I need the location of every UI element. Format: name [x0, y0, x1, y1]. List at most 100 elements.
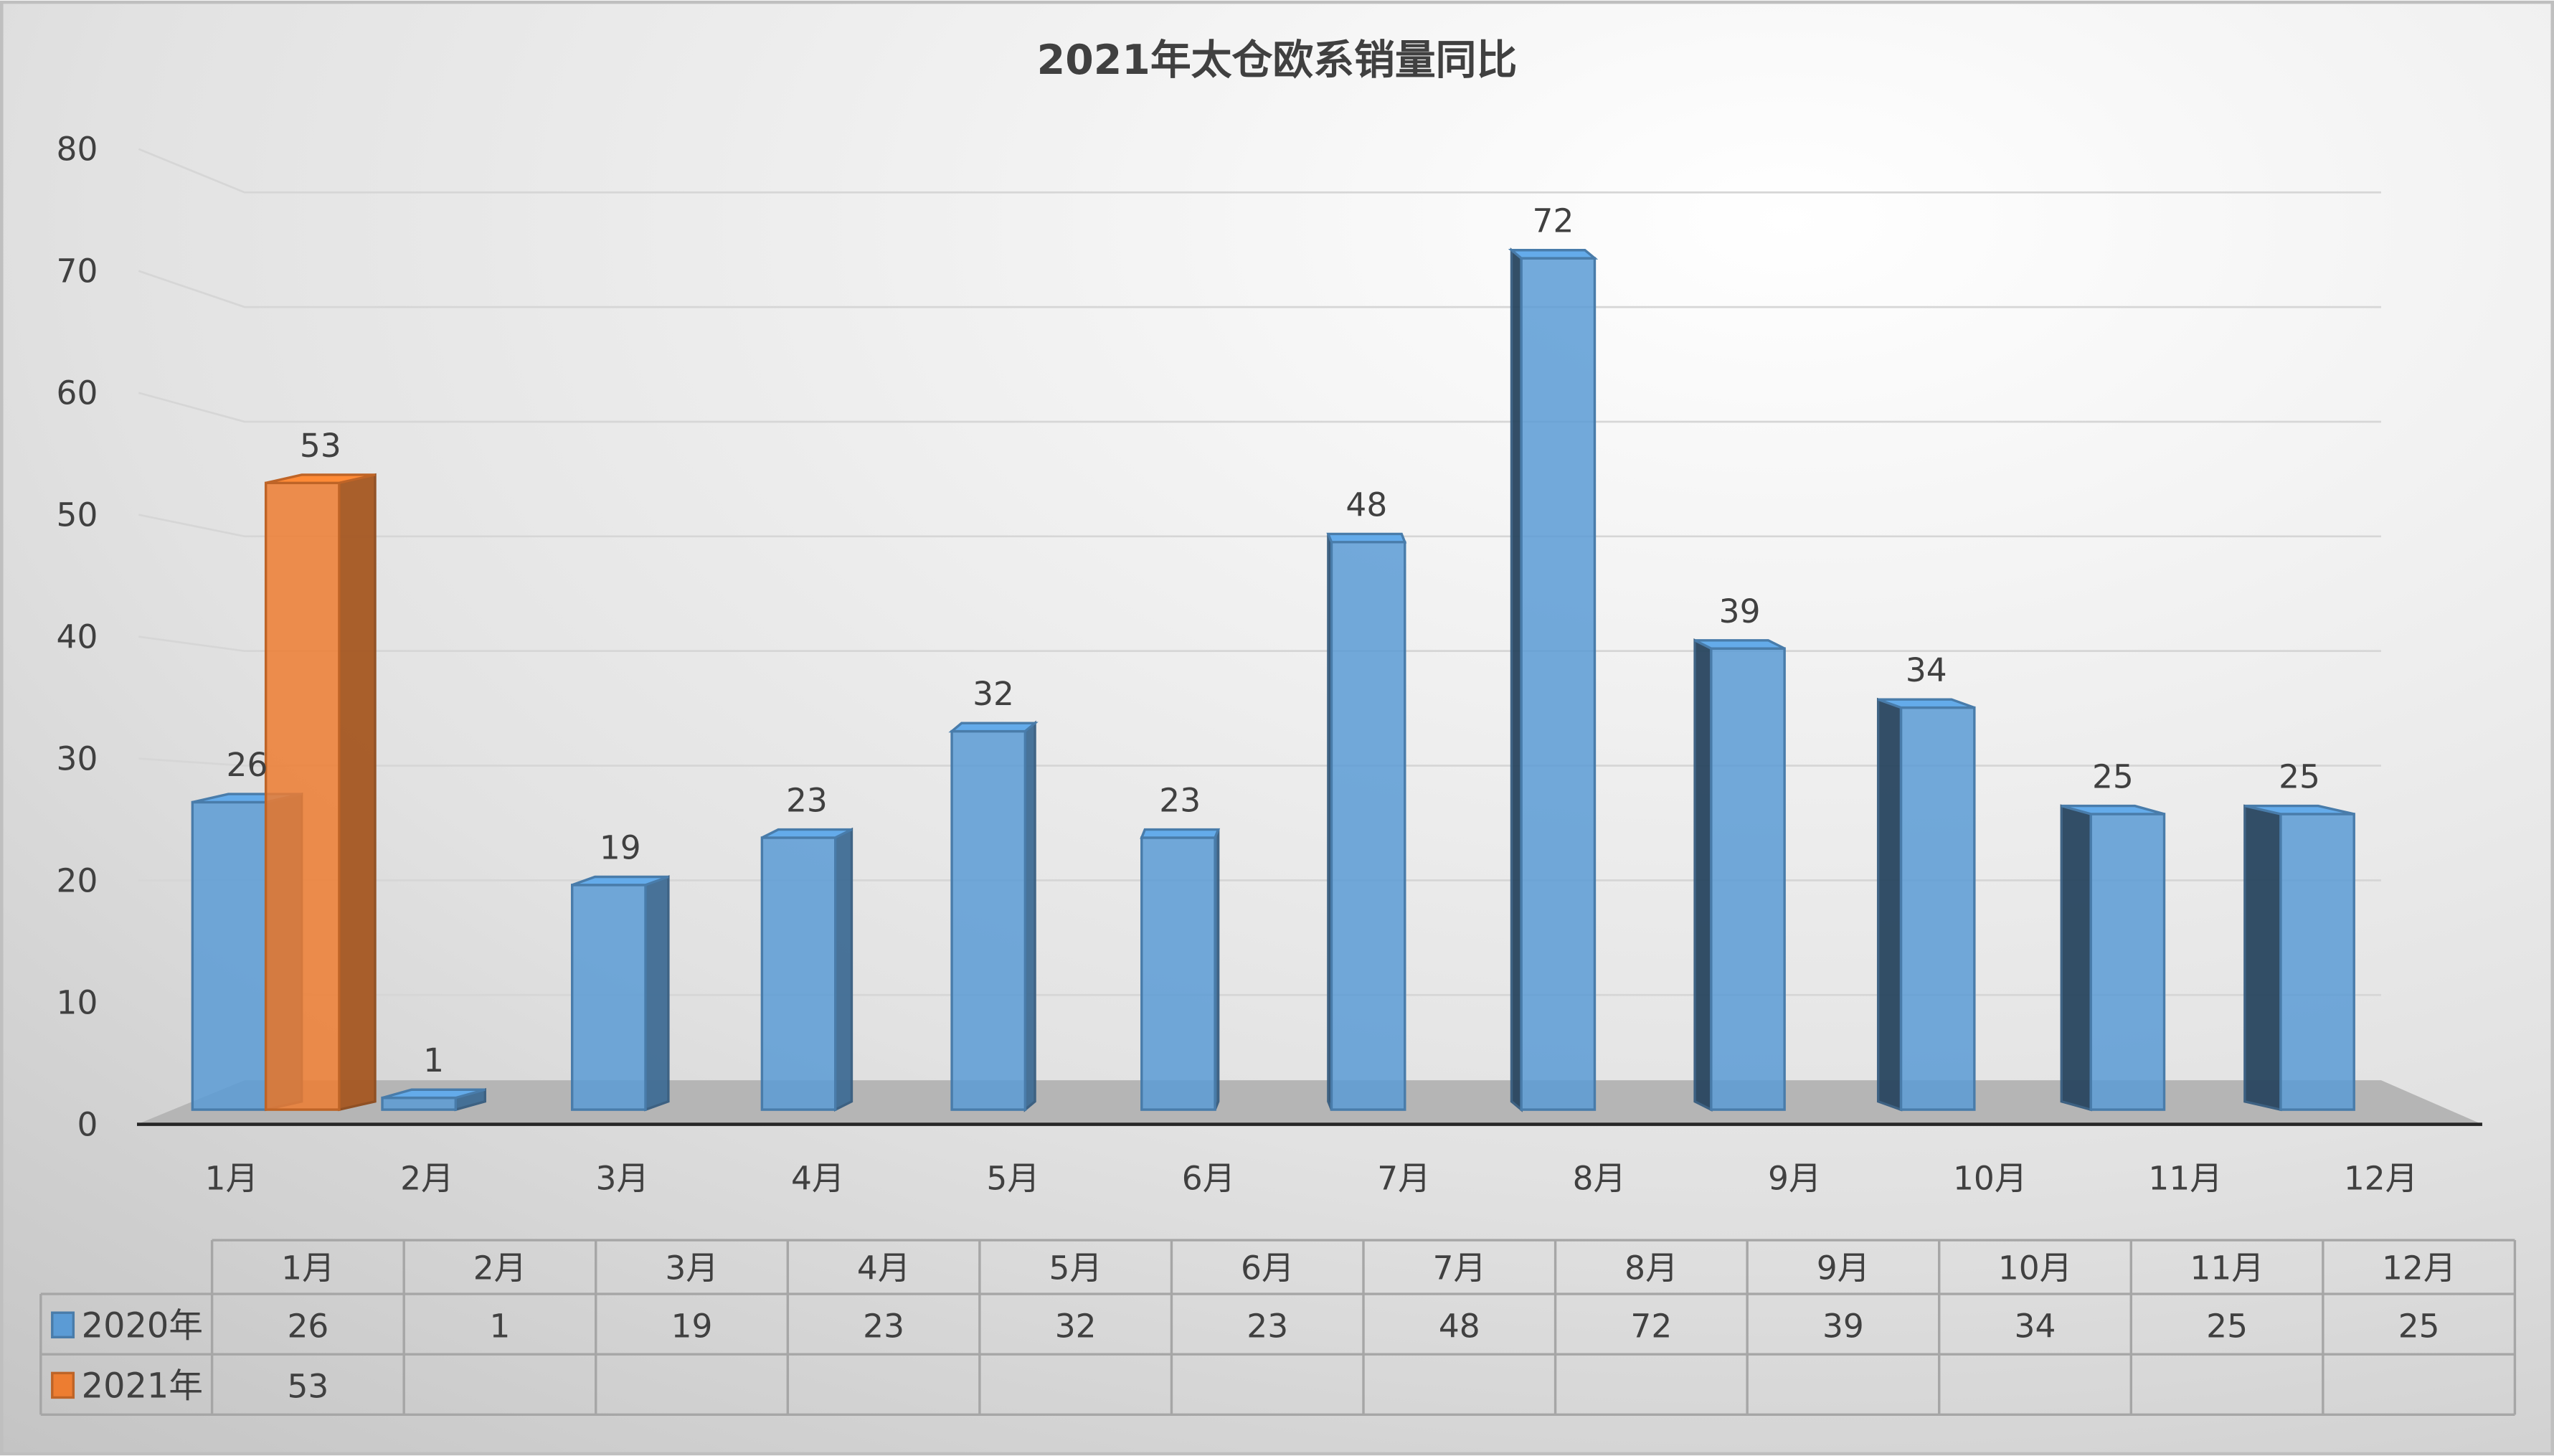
table-value-cell: 32	[1055, 1307, 1097, 1345]
legend-swatch	[51, 1311, 75, 1339]
chart-title: 2021年太仓欧系销量同比	[1037, 37, 1518, 84]
gridline	[138, 514, 2381, 538]
table-header-cell: 5月	[1049, 1249, 1102, 1287]
table-header-cell: 10月	[1998, 1249, 2072, 1287]
x-tick-label: 9月	[1768, 1160, 1821, 1198]
bar	[381, 1096, 458, 1111]
table-header-cell: 7月	[1433, 1249, 1486, 1287]
bar	[264, 481, 341, 1111]
table-value-cell: 25	[2398, 1307, 2440, 1345]
bar	[2089, 813, 2166, 1111]
x-tick-label: 2月	[400, 1160, 453, 1198]
bar-side	[2243, 804, 2282, 1112]
bar-top	[572, 875, 669, 887]
bar	[2279, 813, 2355, 1111]
bar	[570, 884, 647, 1111]
y-tick-label: 10	[57, 984, 98, 1022]
table-header-cell: 1月	[281, 1249, 334, 1287]
table-value-cell: 53	[287, 1367, 328, 1405]
data-label: 26	[227, 746, 268, 784]
legend-swatch	[51, 1371, 75, 1399]
x-tick-label: 4月	[791, 1160, 844, 1198]
table-header-cell: 8月	[1624, 1249, 1678, 1287]
table-header-cell: 3月	[665, 1249, 718, 1287]
data-label: 25	[2279, 758, 2320, 796]
y-tick-label: 40	[57, 618, 98, 656]
x-tick-label: 6月	[1182, 1160, 1235, 1198]
data-label: 72	[1533, 202, 1574, 240]
x-tick-label: 3月	[596, 1160, 649, 1198]
bar-top	[382, 1088, 486, 1100]
y-axis: 0 10 20 30 40 50 60 70 80	[57, 131, 98, 1144]
data-label: 48	[1345, 486, 1387, 524]
bar-top	[2061, 804, 2165, 816]
x-tick-label: 1月	[205, 1160, 258, 1198]
x-tick-label: 12月	[2344, 1160, 2418, 1198]
legend-label: 2021年	[82, 1366, 203, 1406]
table-value-cell: 39	[1822, 1307, 1864, 1345]
data-table: 1月 2月 3月 4月 5月 6月 7月 8月 9月 10月 11月 12月 2020年 26 1 19 23 3…	[39, 1239, 2517, 1417]
x-axis: 1月 2月 3月 4月 5月 6月 7月 8月 9月 10月 11月 12月	[205, 1160, 2418, 1198]
table-value-cell: 26	[287, 1307, 328, 1345]
table-value-cell: 34	[2015, 1307, 2056, 1345]
y-tick-label: 70	[57, 252, 98, 290]
bar	[1899, 706, 1976, 1111]
bar	[1140, 836, 1216, 1111]
x-tick-label: 5月	[986, 1160, 1039, 1198]
data-label: 32	[973, 675, 1014, 713]
x-tick-label: 10月	[1953, 1160, 2027, 1198]
data-label: 1	[423, 1041, 444, 1079]
bar-side	[2060, 804, 2092, 1112]
legend-label: 2020年	[82, 1306, 203, 1346]
gridline	[138, 148, 2381, 194]
table-header-cell: 2月	[473, 1249, 526, 1287]
data-label: 53	[300, 427, 341, 465]
x-tick-label: 7月	[1377, 1160, 1430, 1198]
data-labels: 26 53 1 19 23 32 23 48 72 39 34 25 25	[227, 202, 2320, 1080]
table-value-cell: 25	[2206, 1307, 2248, 1345]
table-value-cell: 48	[1439, 1307, 1480, 1345]
data-label: 23	[1159, 782, 1201, 820]
y-tick-label: 20	[57, 862, 98, 900]
data-label: 34	[1906, 651, 1947, 689]
y-tick-label: 80	[57, 131, 98, 169]
y-tick-label: 50	[57, 496, 98, 534]
bar-top	[1878, 698, 1975, 709]
gridline	[138, 392, 2381, 423]
table-header-cell: 11月	[2190, 1249, 2264, 1287]
table-value-cell: 72	[1630, 1307, 1672, 1345]
data-label: 39	[1719, 592, 1761, 630]
bar-top	[1508, 249, 1599, 260]
bar-side	[1023, 720, 1036, 1112]
bar	[1710, 647, 1786, 1111]
bar-top	[265, 473, 376, 485]
bar-top	[948, 722, 1039, 733]
bar-top	[1326, 532, 1407, 544]
table-value-cell: 23	[1247, 1307, 1288, 1345]
bar	[950, 729, 1027, 1111]
data-label: 25	[2092, 758, 2134, 796]
x-tick-label: 8月	[1573, 1160, 1626, 1198]
bar-top	[1694, 639, 1785, 650]
bar	[1520, 257, 1597, 1111]
bar-side	[834, 827, 853, 1112]
bar-side	[1876, 697, 1903, 1112]
y-tick-label: 0	[77, 1105, 98, 1143]
bar-top	[761, 828, 853, 839]
bar-side	[644, 875, 670, 1112]
bar	[191, 800, 268, 1111]
data-label: 23	[786, 782, 828, 820]
table-header-cell: 4月	[857, 1249, 910, 1287]
gridlines	[138, 148, 2381, 1003]
table-value-cell: 19	[671, 1307, 713, 1345]
gridline	[138, 635, 2381, 653]
bar-side	[1693, 638, 1713, 1112]
gridline	[138, 757, 2381, 767]
bar	[1330, 541, 1406, 1111]
bar-top	[2244, 804, 2355, 816]
table-header-cell: 6月	[1241, 1249, 1294, 1287]
bars	[191, 247, 2355, 1112]
bar-side	[338, 473, 377, 1112]
